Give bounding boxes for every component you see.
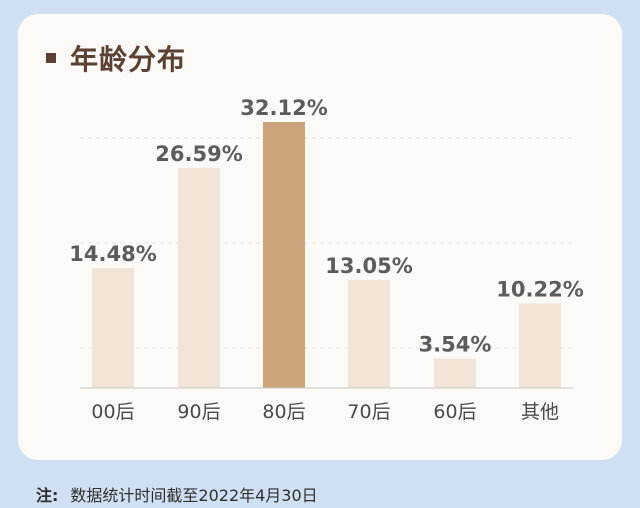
title-bullet-icon bbox=[46, 53, 56, 63]
category-label: 60后 bbox=[433, 401, 476, 423]
data-label: 10.22% bbox=[496, 277, 583, 301]
category-label: 00后 bbox=[91, 401, 134, 423]
bar bbox=[92, 268, 134, 388]
data-label: 14.48% bbox=[69, 242, 156, 266]
bars: 14.48% 00后 26.59% 90后 32.12% 80后 13.05% 70后 3.54… bbox=[69, 96, 583, 423]
data-label: 32.12% bbox=[240, 96, 327, 120]
grid bbox=[80, 137, 574, 349]
data-label: 3.54% bbox=[419, 333, 492, 357]
footnote-text: 数据统计时间截至2022年4月30日 bbox=[70, 486, 318, 505]
category-label: 其他 bbox=[521, 401, 559, 423]
bar bbox=[178, 167, 220, 388]
data-label: 13.05% bbox=[325, 254, 412, 278]
category-label: 70后 bbox=[347, 401, 390, 423]
data-label: 26.59% bbox=[155, 142, 242, 166]
chart-title: 年龄分布 bbox=[70, 43, 187, 76]
footnote-label: 注: bbox=[36, 486, 59, 505]
category-label: 90后 bbox=[177, 401, 220, 423]
bar bbox=[348, 279, 390, 388]
footnote: 注: 数据统计时间截至2022年4月30日 bbox=[36, 482, 318, 506]
bar bbox=[519, 303, 561, 388]
bar bbox=[434, 358, 476, 388]
category-label: 80后 bbox=[262, 401, 305, 423]
bar bbox=[263, 122, 305, 388]
title-row: 年龄分布 bbox=[46, 38, 186, 78]
